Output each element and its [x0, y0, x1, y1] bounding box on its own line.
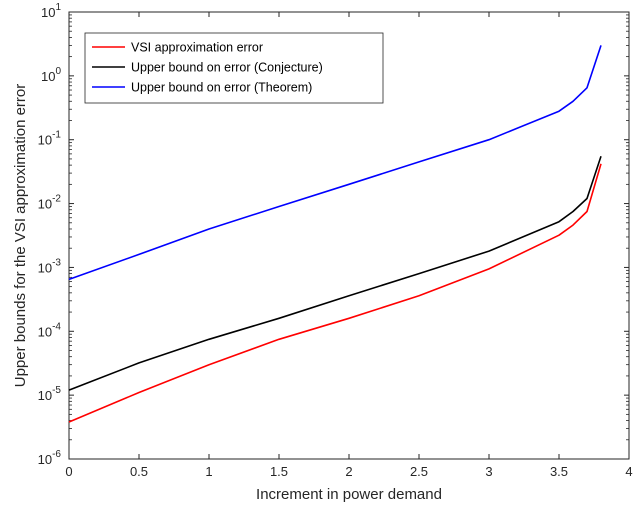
legend-label-3: Upper bound on error (Theorem) [131, 81, 312, 95]
legend-label-1: VSI approximation error [131, 41, 263, 55]
series-lines [68, 45, 602, 423]
x-tick-label: 0.5 [130, 464, 148, 479]
series-line-3 [68, 45, 602, 281]
y-tick-exponent: -1 [52, 130, 61, 141]
y-tick-label: 10-4 [38, 321, 62, 339]
y-tick-label: 10-2 [38, 194, 62, 212]
y-tick-exponent: -3 [52, 257, 61, 268]
y-tick-base: 10 [38, 260, 52, 275]
y-axis-label: Upper bounds for the VSI approximation e… [12, 84, 29, 388]
series-line-2 [68, 156, 602, 391]
x-tick-label: 2.5 [410, 464, 428, 479]
x-tick-label: 3.5 [550, 464, 568, 479]
y-tick-base: 10 [41, 69, 55, 84]
y-tick-base: 10 [38, 452, 52, 467]
y-tick-label: 10-1 [38, 130, 62, 148]
y-tick-label: 101 [41, 2, 61, 20]
y-tick-base: 10 [41, 5, 55, 20]
x-tick-label: 1 [205, 464, 212, 479]
x-tick-label: 0 [65, 464, 72, 479]
series-line-1 [68, 163, 602, 423]
y-tick-label: 10-3 [38, 257, 62, 275]
legend-label-2: Upper bound on error (Conjecture) [131, 61, 323, 75]
legend-box [84, 32, 384, 104]
x-tick-label: 2 [345, 464, 352, 479]
y-tick-base: 10 [38, 197, 52, 212]
x-tick-label: 3 [485, 464, 492, 479]
y-tick-exponent: -6 [52, 449, 61, 460]
x-axis-label: Increment in power demand [256, 486, 442, 503]
y-tick-base: 10 [38, 133, 52, 148]
x-tick-label: 4 [625, 464, 632, 479]
y-tick-base: 10 [38, 324, 52, 339]
y-tick-base: 10 [38, 388, 52, 403]
y-tick-exponent: 1 [55, 2, 61, 13]
y-tick-label: 100 [41, 66, 61, 84]
x-tick-label: 1.5 [270, 464, 288, 479]
x-axis: 0 0.5 1 1.5 2 2.5 3 3.5 4 [65, 12, 633, 479]
y-tick-label: 10-5 [38, 385, 62, 403]
y-tick-exponent: 0 [55, 66, 61, 77]
y-tick-exponent: -4 [52, 321, 61, 332]
y-tick-exponent: -5 [52, 385, 61, 396]
y-tick-label: 10-6 [38, 449, 62, 467]
y-tick-exponent: -2 [52, 194, 61, 205]
legend: VSI approximation error Upper bound on er… [84, 32, 384, 104]
